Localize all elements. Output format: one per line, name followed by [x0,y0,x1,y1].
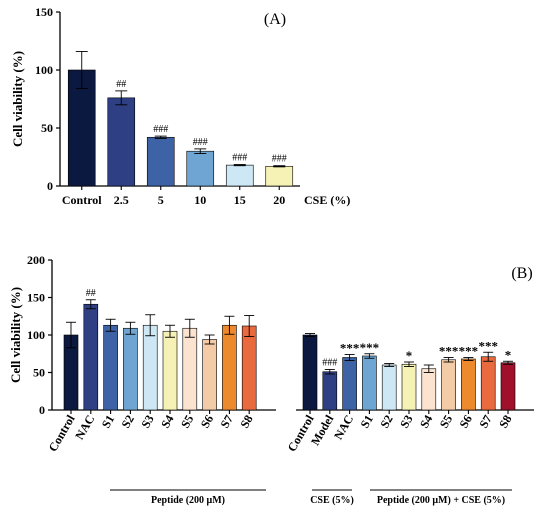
significance-label: *** [340,341,360,356]
bar [302,334,318,411]
significance-label: * [505,347,512,362]
x-tick-label: S2 [377,413,395,431]
bar [142,324,158,411]
x-tick-label: S8 [237,413,255,431]
x-tick-label: S5 [437,413,455,431]
bar [265,165,294,187]
significance-label: *** [439,344,459,359]
bar [461,358,476,411]
bar [202,339,217,411]
x-axis-title: CSE (%) [304,193,350,207]
group-label: Peptide (200 μM) [151,495,225,506]
significance-label: ### [272,154,287,165]
x-tick-label: S5 [178,413,196,431]
x-tick-label: S4 [417,413,435,431]
significance-label: *** [459,344,479,359]
y-tick-label: 150 [27,291,45,305]
x-tick-label: 5 [158,193,164,207]
significance-label: ## [86,288,96,299]
y-axis-title: Cell viability (%) [8,287,23,383]
x-tick-label: 20 [273,193,285,207]
x-tick-label: NAC [331,413,356,443]
significance-label: * [406,348,413,363]
y-tick-label: 100 [35,63,53,77]
y-tick-label: 100 [27,328,45,342]
significance-label: *** [360,340,380,355]
x-tick-label: NAC [72,413,97,443]
x-tick-label: S3 [138,413,156,431]
x-tick-label: S8 [496,413,514,431]
x-tick-label: Control [62,193,102,207]
x-tick-label: 10 [194,193,206,207]
bar [322,371,338,411]
x-tick-label: S6 [198,413,216,431]
bar [500,362,516,411]
significance-label: ## [116,79,126,90]
x-tick-label: S1 [358,413,376,431]
y-tick-label: 50 [33,366,45,380]
bar [401,363,417,411]
bar [186,150,215,187]
x-tick-label: S6 [457,413,475,431]
panel-a: 0 50 100 150 Control 2.5 ## 5 ### 10 ### 15 ### 20 ###… [10,5,350,207]
x-tick-label: S1 [99,413,117,431]
significance-label: ### [232,153,247,164]
y-tick-label: 150 [35,5,53,19]
x-tick-label: S4 [158,413,176,431]
bar [123,327,138,411]
y-tick-label: 0 [39,403,45,417]
bar [362,355,377,411]
bar [342,357,357,411]
significance-label: *** [478,338,498,353]
y-tick-label: 50 [41,121,53,135]
bar [225,164,254,187]
bar [480,356,496,411]
x-tick-label: S3 [397,413,415,431]
panel-label: (B) [511,265,532,282]
bar [441,359,456,411]
bar [421,368,437,411]
panel-label: (A) [264,11,286,28]
bar [103,324,118,411]
bar [241,325,257,411]
significance-label: ### [193,137,208,148]
x-tick-label: 2.5 [114,193,129,207]
significance-label: ### [322,358,337,369]
bar [162,330,178,411]
y-tick-label: 200 [27,253,45,267]
bar [83,303,99,411]
x-tick-label: S7 [476,413,494,431]
y-axis-title: Cell viability (%) [10,51,25,147]
bar [107,97,136,187]
x-tick-label: 15 [234,193,246,207]
bar [222,324,237,411]
group-label: CSE (5%) [310,495,354,506]
y-tick-label: 0 [47,179,53,193]
significance-label: ### [153,124,168,135]
bar [146,136,175,187]
bar [381,364,397,411]
bar [182,327,198,411]
x-tick-label: S2 [119,413,137,431]
group-label: Peptide (200 μM) + CSE (5%) [377,495,505,506]
x-tick-label: S7 [218,413,236,431]
